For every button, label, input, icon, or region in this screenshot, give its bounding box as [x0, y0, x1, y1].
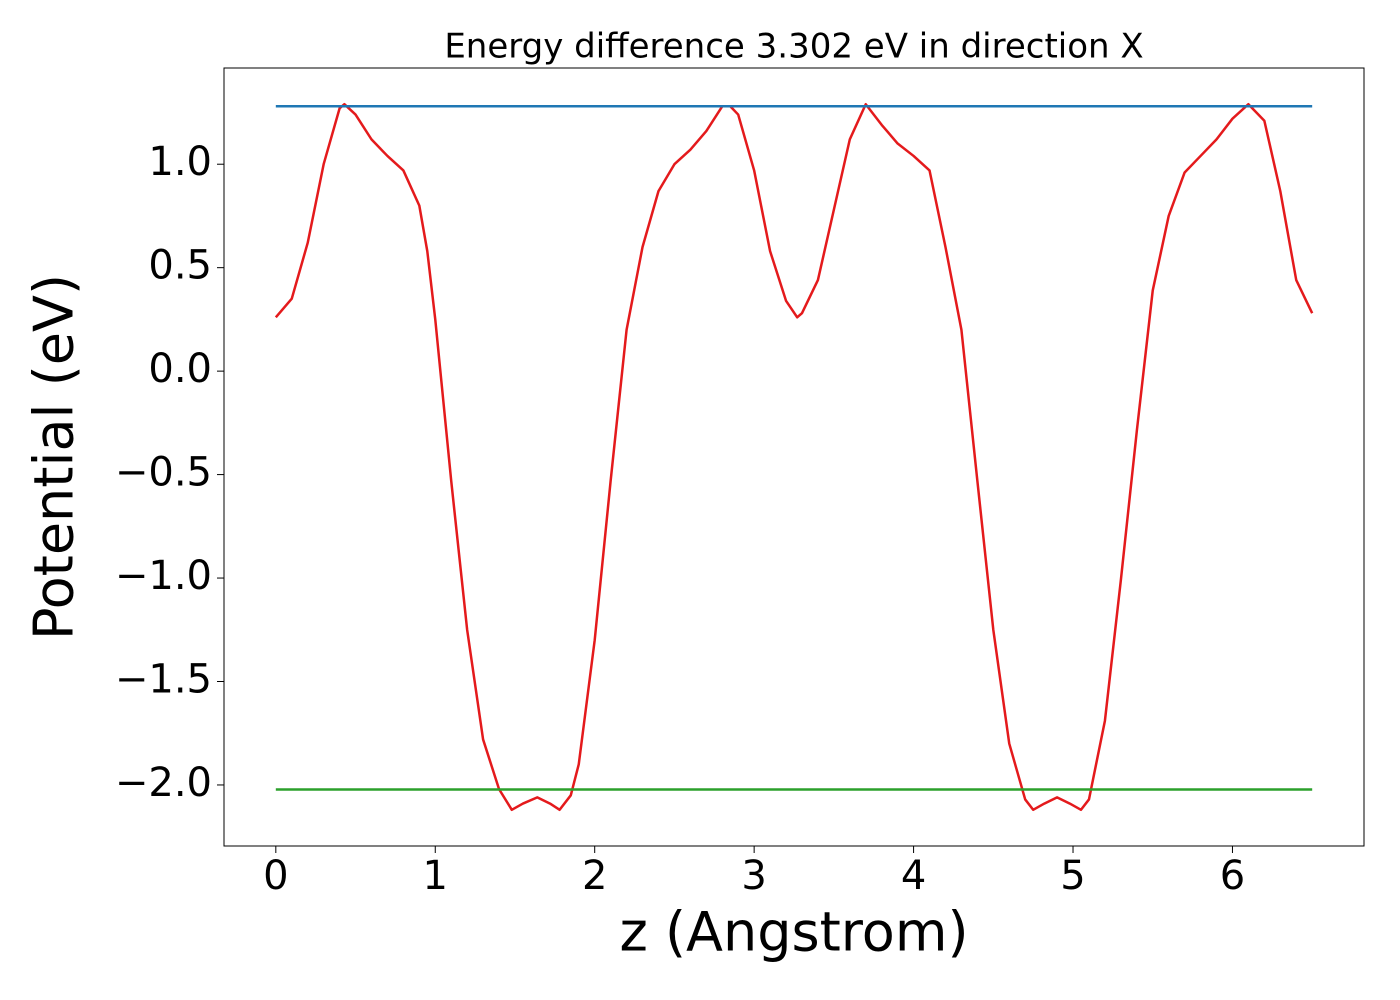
x-tick-label: 0: [263, 853, 288, 899]
x-tick-label: 5: [1060, 853, 1085, 899]
x-tick-label: 2: [582, 853, 607, 899]
y-tick-label: −2.0: [115, 760, 212, 806]
y-tick-label: −0.5: [115, 450, 212, 496]
y-tick-label: 1.0: [148, 139, 212, 185]
x-tick-label: 3: [741, 853, 766, 899]
x-tick-label: 4: [901, 853, 926, 899]
plot-frame: [223, 67, 1365, 847]
y-tick-label: −1.0: [115, 553, 212, 599]
x-axis-label: z (Angstrom): [619, 901, 968, 964]
line-series: [274, 102, 1314, 812]
x-tick-label: 1: [423, 853, 448, 899]
y-axis-label: Potential (eV): [23, 274, 86, 640]
y-tick-label: −1.5: [115, 657, 212, 703]
y-tick-label: 0.5: [148, 243, 212, 289]
x-tick-label: 6: [1220, 853, 1245, 899]
chart-title: Energy difference 3.302 eV in direction …: [444, 27, 1143, 67]
y-tick-label: 0.0: [148, 346, 212, 392]
